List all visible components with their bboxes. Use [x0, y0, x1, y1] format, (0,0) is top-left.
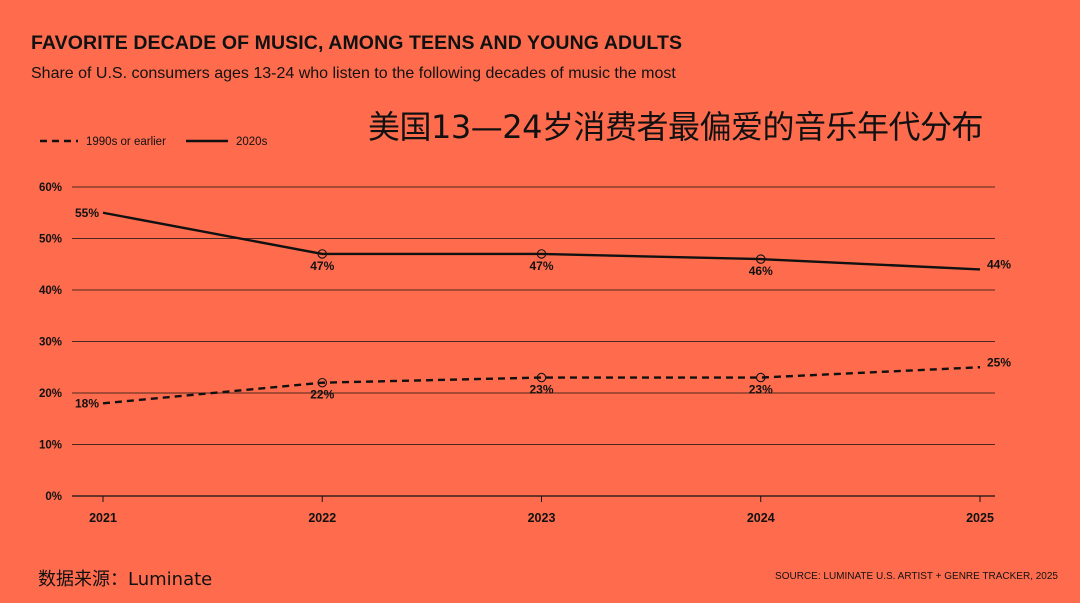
y-tick-label: 10% [39, 440, 62, 452]
legend-label-series-1: 2020s [236, 136, 268, 148]
series-layer: 18% 22% 23% 23% 25% 55% 47% 47% 46% 44% [75, 206, 1011, 411]
y-tick-label: 20% [39, 388, 62, 400]
data-label: 46% [749, 264, 773, 278]
x-tick-label: 2024 [747, 511, 775, 525]
data-point-marker [536, 372, 547, 383]
series-line-1 [102, 211, 981, 271]
data-label: 44% [987, 257, 1011, 271]
x-tick-label: 2025 [966, 511, 994, 525]
chart-subtitle: Share of U.S. consumers ages 13-24 who l… [31, 65, 676, 82]
data-label: 23% [529, 383, 553, 397]
data-point-marker [536, 249, 547, 259]
data-label: 55% [75, 206, 99, 220]
data-label: 23% [749, 383, 773, 397]
source-note: SOURCE: LUMINATE U.S. ARTIST + GENRE TRA… [775, 571, 1058, 582]
data-label: 22% [310, 388, 334, 402]
x-tick-label: 2021 [89, 511, 117, 525]
grid: 0% 10% 20% 30% 40% 50% 60% [39, 182, 995, 503]
data-label: 25% [987, 355, 1011, 369]
y-tick-label: 60% [39, 182, 62, 194]
data-point-marker [755, 372, 766, 383]
data-point-marker [317, 249, 327, 259]
chart-title: FAVORITE DECADE OF MUSIC, AMONG TEENS AN… [31, 32, 683, 54]
data-label: 47% [310, 259, 334, 273]
y-tick-label: 30% [39, 337, 62, 349]
x-axis: 2021 2022 2023 2024 2025 [89, 496, 994, 525]
data-point-marker [755, 254, 766, 264]
y-tick-label: 40% [39, 285, 62, 297]
data-label: 18% [75, 396, 99, 410]
x-tick-label: 2022 [308, 511, 336, 525]
chinese-source-note: 数据来源：Luminate [38, 569, 213, 590]
y-tick-label: 50% [39, 234, 62, 246]
chinese-title: 美国13—24岁消费者最偏爱的音乐年代分布 [368, 108, 983, 146]
data-point-marker [317, 377, 327, 388]
data-label: 47% [529, 259, 553, 273]
series-line-0 [102, 366, 981, 405]
legend-label-series-0: 1990s or earlier [86, 136, 166, 148]
x-tick-label: 2023 [528, 511, 556, 525]
y-tick-label: 0% [45, 491, 62, 503]
legend: 1990s or earlier 2020s [40, 136, 268, 148]
